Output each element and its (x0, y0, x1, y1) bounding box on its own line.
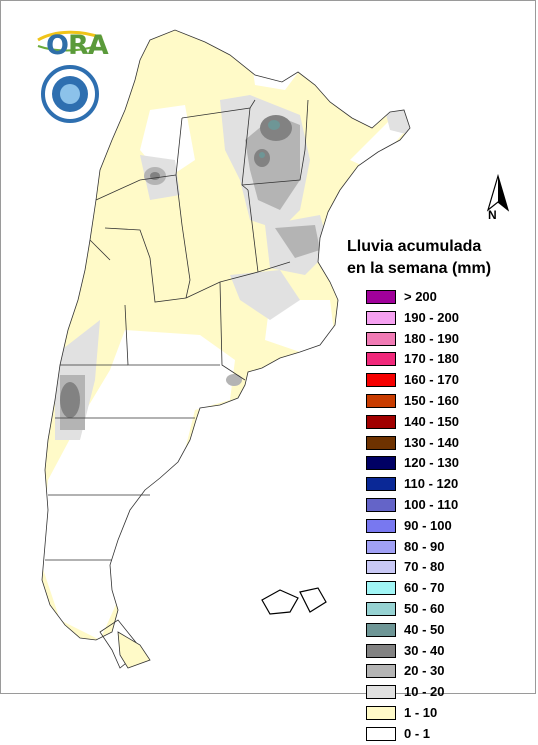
legend-swatch (366, 726, 396, 741)
legend-item: 90 - 100 (366, 516, 516, 537)
legend-item: 130 - 140 (366, 433, 516, 454)
legend-swatch (366, 456, 396, 471)
legend-item: 190 - 200 (366, 308, 516, 329)
legend-swatch (366, 518, 396, 533)
legend-label: 60 - 70 (404, 580, 445, 596)
legend-item: 1 - 10 (366, 703, 516, 724)
legend-label: 110 - 120 (404, 476, 459, 492)
legend-label: 90 - 100 (404, 517, 452, 533)
legend-swatch (366, 290, 396, 304)
legend-label: 140 - 150 (404, 413, 459, 429)
north-label: N (488, 208, 497, 222)
legend-label: 190 - 200 (404, 309, 459, 325)
legend-label: 130 - 140 (404, 434, 459, 450)
legend-item: 170 - 180 (366, 349, 516, 370)
legend-label: > 200 (404, 289, 437, 304)
legend-item: 0 - 1 (366, 724, 516, 745)
legend-swatch (366, 685, 396, 700)
north-arrow: N (480, 173, 516, 227)
legend-swatch (366, 705, 396, 720)
islands (261, 587, 327, 615)
legend-swatch (366, 497, 396, 512)
legend-label: 160 - 170 (404, 372, 459, 388)
tierra-del-fuego (117, 631, 151, 669)
legend-swatch (366, 643, 396, 658)
legend-label: 150 - 160 (404, 392, 459, 408)
legend-item: 20 - 30 (366, 661, 516, 682)
legend-label: 1 - 10 (404, 704, 438, 720)
smn-seal (41, 65, 99, 123)
legend-item: 60 - 70 (366, 578, 516, 599)
rainfall-map (37, 29, 411, 669)
legend-label: 70 - 80 (404, 559, 445, 575)
legend-label: 80 - 90 (404, 538, 445, 554)
legend-item: 50 - 60 (366, 599, 516, 620)
legend-swatch (366, 601, 396, 616)
legend-label: 20 - 30 (404, 663, 445, 679)
legend-item: 120 - 130 (366, 453, 516, 474)
legend-label: 180 - 190 (404, 330, 459, 346)
legend-swatch (366, 622, 396, 637)
legend-label: 50 - 60 (404, 600, 445, 616)
legend-label: 100 - 110 (404, 496, 459, 512)
legend-swatch (366, 331, 396, 346)
legend-item: > 200 (366, 287, 516, 308)
map-frame (0, 0, 536, 694)
legend-label: 30 - 40 (404, 642, 445, 658)
legend-swatch (366, 373, 396, 388)
legend-item: 70 - 80 (366, 557, 516, 578)
legend-swatch (366, 560, 396, 575)
legend-item: 80 - 90 (366, 537, 516, 558)
legend-swatch (366, 393, 396, 408)
legend-item: 10 - 20 (366, 682, 516, 703)
legend-item: 140 - 150 (366, 412, 516, 433)
legend-swatch (366, 310, 396, 325)
legend-item: 110 - 120 (366, 474, 516, 495)
legend-item: 100 - 110 (366, 495, 516, 516)
legend-label: 170 - 180 (404, 351, 459, 367)
ora-logo-text: ORA (46, 30, 109, 61)
legend-swatch (366, 477, 396, 492)
legend-swatch (366, 352, 396, 367)
legend-item: 160 - 170 (366, 370, 516, 391)
legend-item: 180 - 190 (366, 329, 516, 350)
legend-swatch (366, 539, 396, 554)
legend-label: 10 - 20 (404, 684, 445, 700)
legend-item: 150 - 160 (366, 391, 516, 412)
legend-label: 40 - 50 (404, 621, 445, 637)
legend-swatch (366, 414, 396, 429)
legend-item: 30 - 40 (366, 641, 516, 662)
legend-label: 120 - 130 (404, 455, 459, 471)
legend-label: 0 - 1 (404, 725, 431, 741)
province-boundaries (41, 29, 411, 669)
legend-swatch (366, 581, 396, 596)
legend-title: Lluvia acumulada en la semana (mm) (347, 238, 492, 277)
legend-item: 40 - 50 (366, 620, 516, 641)
legend-swatch (366, 435, 396, 450)
legend: > 200 190 - 200 180 - 190 170 - 180 160 - 17… (366, 287, 516, 745)
rainfall-shading (42, 50, 410, 640)
legend-swatch (366, 664, 396, 679)
ora-logo (37, 30, 103, 52)
